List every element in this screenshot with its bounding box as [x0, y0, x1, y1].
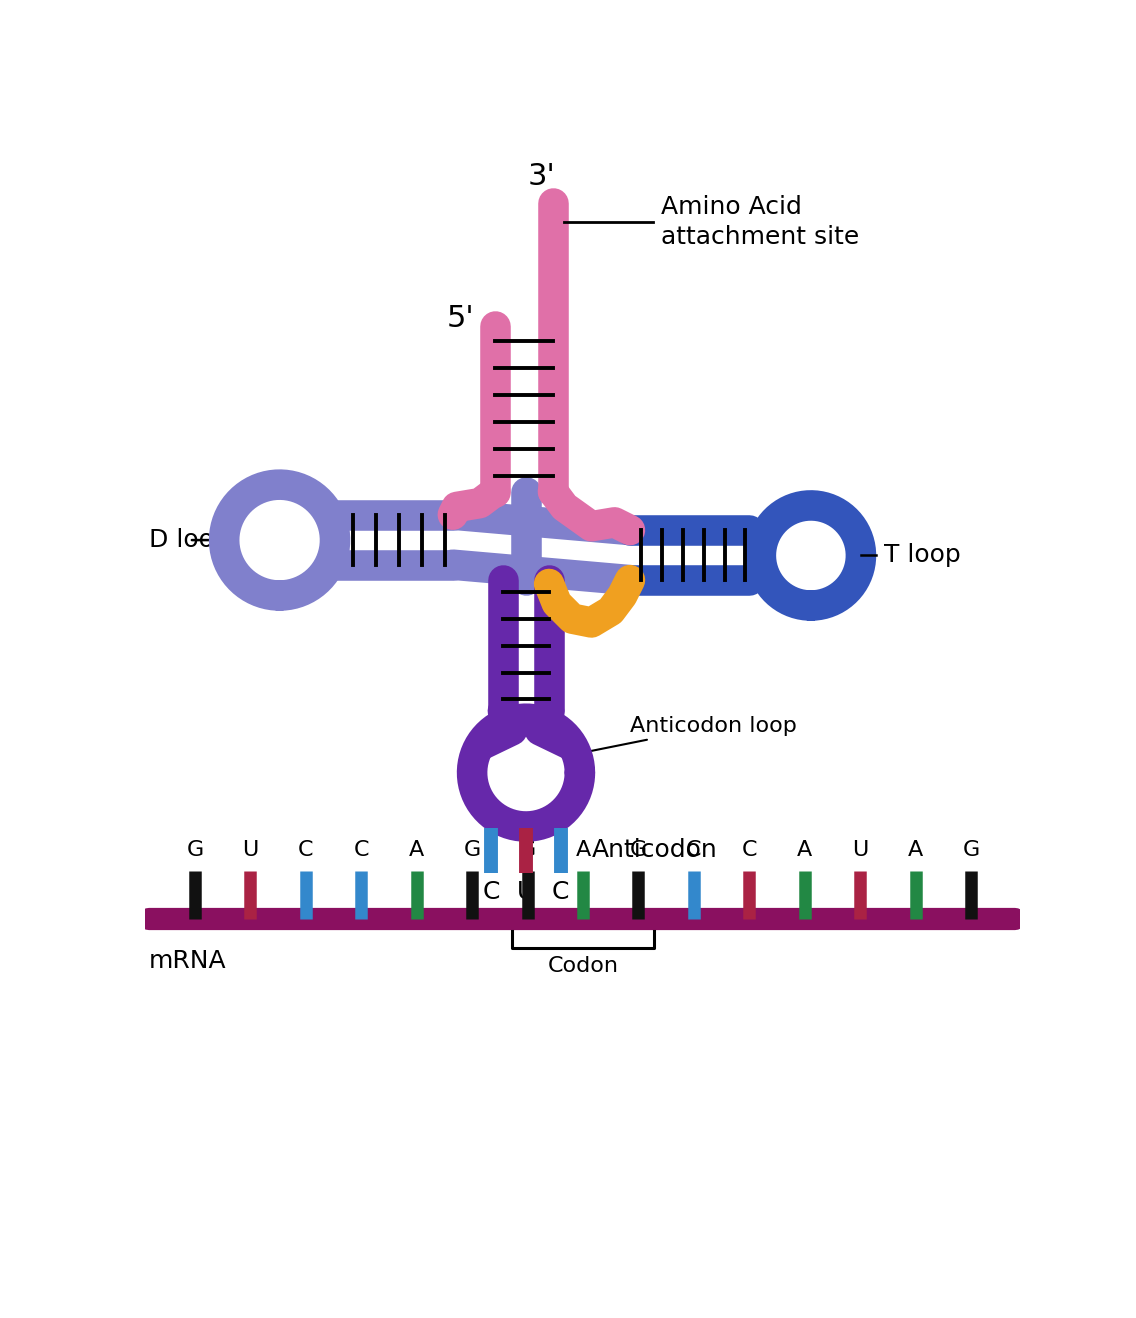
Text: 5': 5'	[446, 304, 475, 333]
Text: C: C	[742, 841, 757, 861]
Text: mRNA: mRNA	[149, 949, 226, 973]
Text: D loop: D loop	[149, 529, 229, 552]
Text: C: C	[483, 880, 500, 904]
Text: Anticodon loop: Anticodon loop	[569, 717, 796, 758]
Text: Codon: Codon	[548, 956, 618, 975]
Text: C: C	[353, 841, 369, 861]
Text: G: G	[186, 841, 203, 861]
Text: A: A	[797, 841, 812, 861]
Text: T loop: T loop	[884, 543, 961, 568]
Text: U: U	[517, 880, 535, 904]
Text: G: G	[962, 841, 979, 861]
Text: C: C	[552, 880, 569, 904]
Text: C: C	[298, 841, 314, 861]
Text: U: U	[852, 841, 868, 861]
Text: G: G	[519, 841, 536, 861]
Text: A: A	[575, 841, 591, 861]
Text: G: G	[463, 841, 481, 861]
Text: Amino Acid
attachment site: Amino Acid attachment site	[661, 195, 859, 249]
Text: Anticodon: Anticodon	[592, 838, 717, 862]
Text: C: C	[686, 841, 702, 861]
Text: U: U	[242, 841, 259, 861]
Text: 3': 3'	[527, 162, 556, 191]
Text: A: A	[409, 841, 424, 861]
Text: A: A	[908, 841, 924, 861]
Text: G: G	[629, 841, 648, 861]
